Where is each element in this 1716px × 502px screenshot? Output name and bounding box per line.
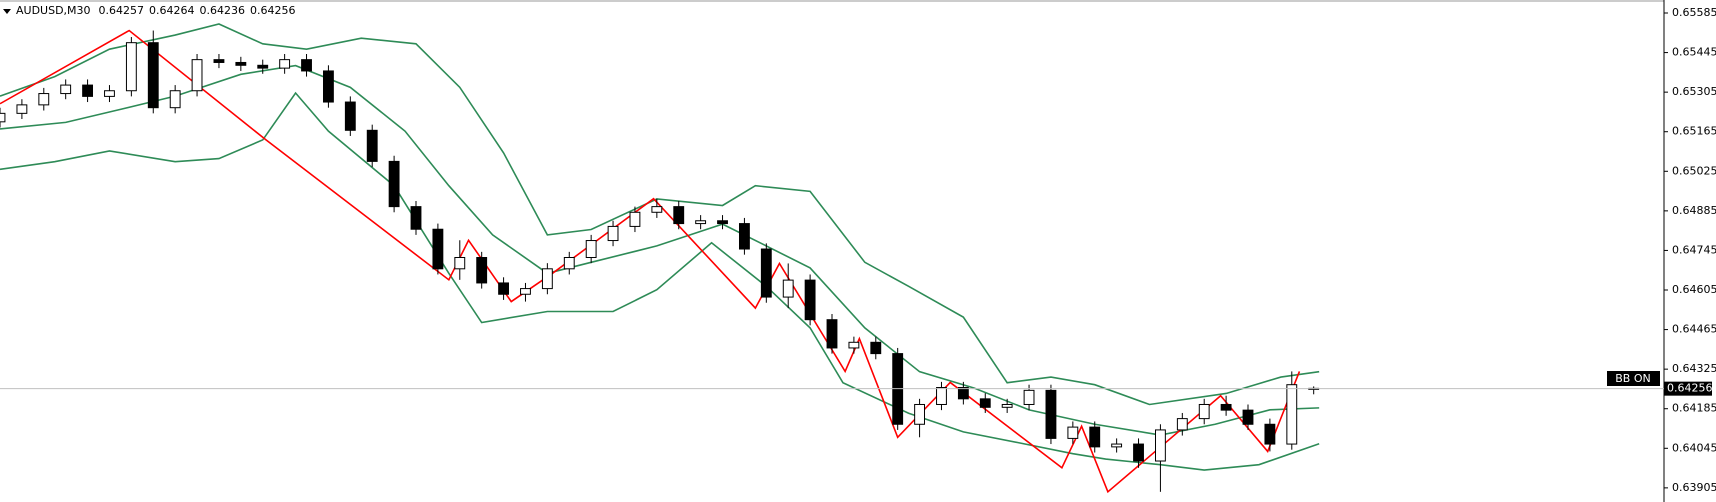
candle-body xyxy=(563,257,575,270)
candle-body xyxy=(410,206,422,230)
candle-body xyxy=(1154,429,1166,462)
candle-body xyxy=(957,387,969,400)
y-tick-label: 0.64745 xyxy=(1672,243,1716,256)
candle-body xyxy=(125,42,137,92)
candle-body xyxy=(914,403,926,425)
candle-body xyxy=(1067,426,1079,439)
candle-body xyxy=(1133,443,1144,462)
candle-body xyxy=(520,288,531,295)
candle-body xyxy=(1023,389,1035,405)
candle-body xyxy=(979,398,991,408)
candle-body xyxy=(366,129,378,162)
candle-body xyxy=(1089,426,1101,448)
candle-body xyxy=(279,59,291,69)
y-tick-label: 0.65025 xyxy=(1672,164,1716,177)
candle-body xyxy=(498,282,510,295)
y-tick-label: 0.64605 xyxy=(1672,283,1716,296)
y-tick-label: 0.65165 xyxy=(1672,125,1716,138)
candle-body xyxy=(848,341,860,349)
chart-header: AUDUSD,M30 0.64257 0.64264 0.64236 0.64256 xyxy=(16,4,296,17)
candle-body xyxy=(585,240,597,259)
annotation-box xyxy=(1607,371,1660,386)
candle-body xyxy=(607,225,619,242)
candle-body xyxy=(738,223,750,250)
candle-body xyxy=(213,59,225,63)
candle-body xyxy=(1111,443,1123,448)
y-tick-label: 0.64465 xyxy=(1672,323,1716,336)
y-tick-label: 0.64045 xyxy=(1672,441,1716,454)
candle-body xyxy=(870,341,882,355)
y-tick-label: 0.65445 xyxy=(1672,46,1716,59)
candle-body xyxy=(322,70,334,103)
candle-body xyxy=(936,387,947,405)
candle-body xyxy=(60,84,72,95)
candle-body xyxy=(0,112,6,123)
menu-arrow[interactable] xyxy=(3,9,11,14)
candle-body xyxy=(804,279,816,321)
candle-body xyxy=(760,248,772,298)
candle-body xyxy=(235,61,247,66)
low-value: 0.64236 xyxy=(200,4,246,17)
candle-body xyxy=(1286,384,1298,445)
candle-body xyxy=(257,64,269,69)
candle-body xyxy=(1176,418,1188,431)
candle-body xyxy=(169,90,181,109)
symbol: AUDUSD,M30 xyxy=(16,4,91,17)
candle-body xyxy=(38,93,50,106)
candle-body xyxy=(673,206,685,225)
candle-body xyxy=(1264,423,1276,445)
y-tick-label: 0.65585 xyxy=(1672,6,1716,19)
candle-body xyxy=(191,59,203,92)
candle-body xyxy=(1045,389,1057,439)
candle-body xyxy=(782,279,794,298)
y-tick-label: 0.63905 xyxy=(1672,481,1716,494)
candle-body xyxy=(104,90,115,97)
high-value: 0.64264 xyxy=(149,4,195,17)
y-tick-label: 0.64185 xyxy=(1672,402,1716,415)
open-value: 0.64257 xyxy=(99,4,145,17)
candle-body xyxy=(82,84,94,97)
candle-body xyxy=(476,257,488,284)
candle-body xyxy=(454,257,466,270)
candle-body xyxy=(651,206,663,213)
close-value: 0.64256 xyxy=(250,4,296,17)
candle-body xyxy=(1220,403,1232,411)
current-price-box xyxy=(1664,381,1712,396)
candle-body xyxy=(301,59,312,72)
candle-body xyxy=(388,160,400,208)
candle-body xyxy=(344,101,356,131)
annotation: BB ON xyxy=(1615,372,1650,385)
candle-body xyxy=(1242,409,1254,425)
candle-body xyxy=(629,211,641,227)
y-tick-label: 0.64325 xyxy=(1672,362,1716,375)
candle-body xyxy=(1198,403,1210,420)
candle-body xyxy=(717,220,728,225)
current-price-label: 0.64256 xyxy=(1667,382,1713,395)
candle-body xyxy=(147,42,159,109)
candle-body xyxy=(541,268,553,290)
candle-body xyxy=(16,104,28,114)
candle-body xyxy=(432,228,444,270)
candle-body xyxy=(1001,403,1013,408)
candle-body xyxy=(826,319,838,349)
candle-body xyxy=(695,220,707,225)
y-tick-label: 0.64885 xyxy=(1672,204,1716,217)
y-tick-label: 0.65305 xyxy=(1672,85,1716,98)
